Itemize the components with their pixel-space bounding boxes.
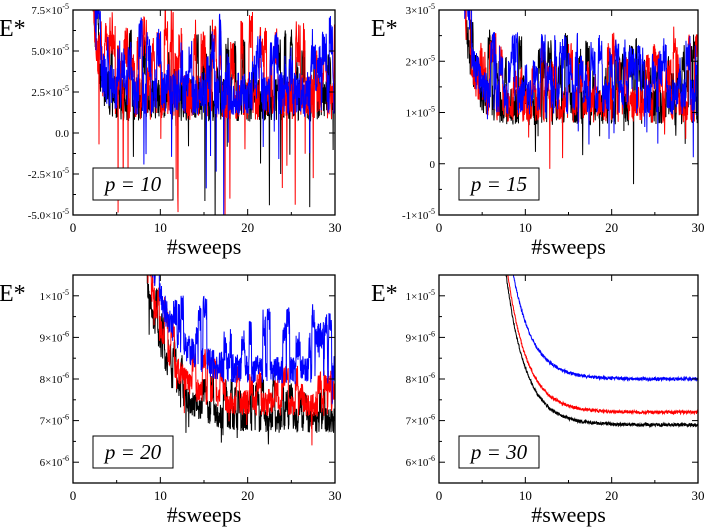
y-tick-label: 5.0×10-5 — [31, 43, 69, 58]
y-tick-label: 3×10-5 — [406, 2, 435, 17]
panel-label: p = 15 — [469, 172, 527, 196]
series-line-blue — [94, 10, 335, 215]
x-tick-label: 10 — [519, 488, 532, 503]
series-line-red — [146, 275, 335, 446]
x-tick-label: 30 — [329, 220, 342, 235]
x-axis-label: #sweeps — [531, 234, 606, 259]
y-tick-label: 8×10-6 — [40, 371, 69, 386]
y-axis-label: E* — [371, 16, 398, 42]
y-axis-label: E* — [0, 16, 26, 42]
y-tick-label: 7×10-6 — [406, 413, 435, 428]
y-tick-label: 1×10-5 — [406, 288, 435, 303]
x-tick-label: 30 — [329, 488, 342, 503]
y-tick-label: 8×10-6 — [406, 371, 435, 386]
x-tick-label: 0 — [70, 488, 77, 503]
x-axis-label: #sweeps — [167, 502, 242, 527]
y-tick-label: 6×10-6 — [406, 454, 435, 469]
y-tick-label: 1×10-5 — [406, 105, 435, 120]
series-line-blue — [512, 275, 698, 383]
series-line-red — [507, 275, 698, 416]
x-tick-label: 20 — [605, 220, 618, 235]
y-tick-label: 9×10-6 — [406, 329, 435, 344]
x-tick-label: 20 — [605, 488, 618, 503]
y-axis-label: E* — [371, 281, 398, 307]
x-tick-label: 0 — [436, 220, 443, 235]
x-tick-label: 20 — [241, 488, 254, 503]
panel-label: p = 10 — [103, 172, 162, 196]
x-tick-label: 10 — [519, 220, 532, 235]
y-tick-label: 7.5×10-5 — [31, 2, 69, 17]
y-tick-label: 7×10-6 — [40, 413, 69, 428]
series-line-blue — [152, 275, 335, 405]
y-tick-label: 9×10-6 — [40, 329, 69, 344]
y-tick-label: -1×10-5 — [402, 207, 435, 222]
y-axis-label: E* — [0, 281, 26, 307]
series-line-blue — [464, 10, 698, 158]
panel-label: p = 20 — [103, 440, 162, 464]
y-tick-label: 0 — [430, 159, 436, 171]
x-axis-label: #sweeps — [167, 234, 242, 259]
series-line-black — [505, 275, 698, 429]
y-tick-label: 0.0 — [55, 128, 69, 140]
y-tick-label: -5.0×10-5 — [28, 207, 69, 222]
panel-p-30: 0 10 20 30 6×10-6 7×10-6 8×10-6 9×10-6 1×10-5 E* #… — [371, 274, 705, 527]
panel-label-box — [92, 167, 174, 201]
panel-label-box — [458, 435, 540, 469]
y-tick-label: 2×10-5 — [406, 53, 435, 68]
panel-label: p = 30 — [469, 440, 528, 464]
x-tick-label: 30 — [692, 220, 705, 235]
x-tick-label: 20 — [241, 220, 254, 235]
x-tick-label: 10 — [154, 488, 167, 503]
x-axis-label: #sweeps — [531, 502, 606, 527]
panel-label-box — [92, 435, 174, 469]
panel-p-20: 0 10 20 30 6×10-6 7×10-6 8×10-6 9×10-6 1×10-5 E* #… — [0, 274, 342, 527]
x-tick-label: 30 — [692, 488, 705, 503]
y-tick-label: 1×10-5 — [40, 288, 69, 303]
y-tick-label: -2.5×10-5 — [28, 166, 69, 181]
panel-p-10: 0 10 20 30 -5.0×10-5 -2.5×10-5 0.0 2.5×10-5 5.0×… — [0, 2, 342, 259]
panel-p-15: 0 10 20 30-1×10-501×10-52×10-53×10-5E*#swee… — [371, 2, 705, 259]
x-tick-label: 0 — [70, 220, 77, 235]
y-tick-label: 2.5×10-5 — [31, 84, 69, 99]
x-tick-label: 0 — [436, 488, 443, 503]
y-tick-label: 6×10-6 — [40, 454, 69, 469]
x-tick-label: 10 — [154, 220, 167, 235]
panel-label-box — [458, 167, 540, 201]
